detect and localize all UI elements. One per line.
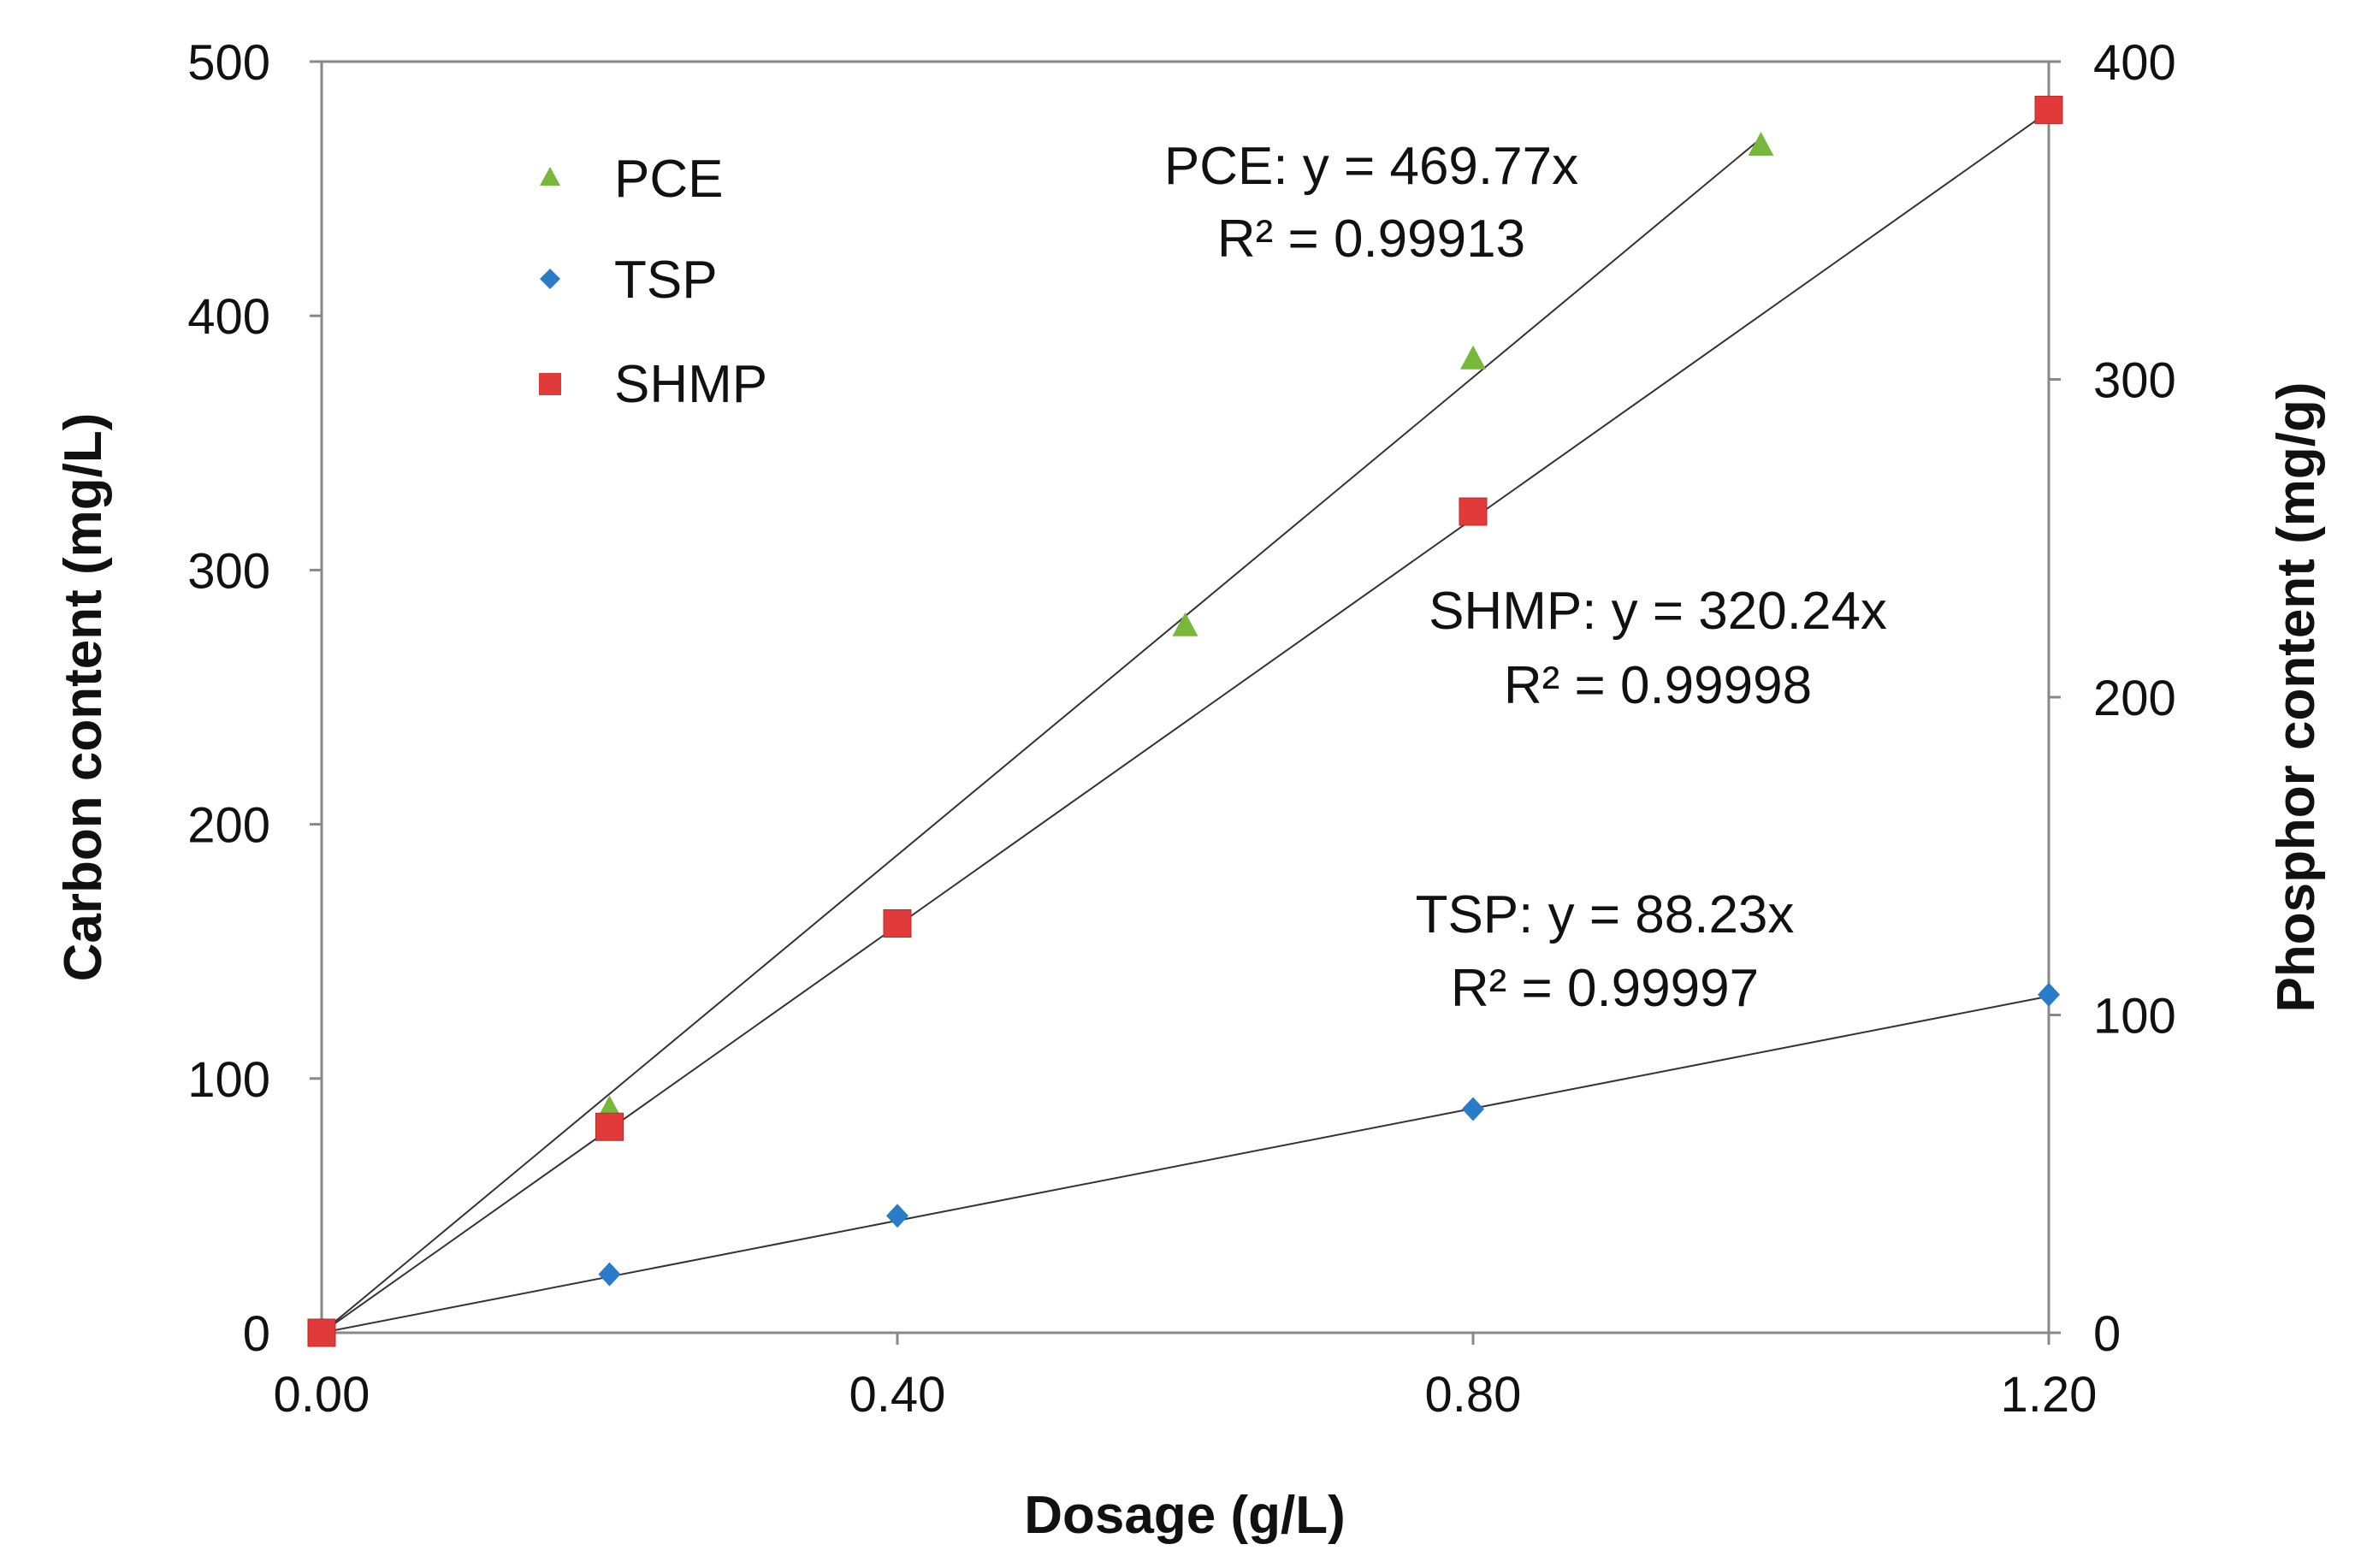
- y-tick-label: 200: [187, 798, 270, 854]
- y-tick-label: 500: [187, 35, 270, 91]
- trendlines: [321, 110, 2050, 1334]
- point-tsp: [598, 1262, 621, 1287]
- y-axis-title: Carbon content (mg/L): [54, 413, 113, 982]
- y2-tick-label: 100: [2093, 989, 2176, 1044]
- annotation-shmp: SHMP: y = 320.24x R² = 0.99998: [1429, 582, 1887, 715]
- legend-marker-pce: [540, 167, 560, 186]
- y2-axis-title: Phosphor content (mg/g): [2267, 382, 2326, 1012]
- y2-tick-label: 400: [2093, 35, 2176, 91]
- legend-label-pce: PCE: [614, 150, 723, 209]
- legend-label-shmp: SHMP: [614, 355, 767, 414]
- x-tick-label: 0.40: [849, 1367, 946, 1423]
- x-tick-label: 0.00: [274, 1367, 370, 1423]
- legend-item-tsp: TSP: [540, 251, 718, 310]
- y-tick-label: 0: [243, 1306, 270, 1362]
- point-pce: [1460, 345, 1486, 370]
- point-shmp: [883, 909, 912, 938]
- point-shmp: [307, 1318, 336, 1347]
- legend-item-pce: PCE: [540, 150, 723, 209]
- y-tick-label: 100: [187, 1052, 270, 1108]
- data-points: [307, 95, 2063, 1347]
- annotation-shmp-r2: R² = 0.99998: [1504, 656, 1812, 715]
- trendline-shmp: [321, 110, 2050, 1334]
- x-axis-ticks: 0.00 0.40 0.80 1.20: [274, 1333, 2098, 1423]
- point-tsp: [886, 1204, 908, 1228]
- annotation-pce-equation: PCE: y = 469.77x: [1164, 137, 1578, 196]
- annotation-shmp-equation: SHMP: y = 320.24x: [1429, 582, 1887, 641]
- point-shmp: [595, 1112, 624, 1141]
- point-pce: [1748, 132, 1774, 157]
- point-pce: [1172, 612, 1198, 636]
- y-tick-label: 400: [187, 289, 270, 345]
- legend-marker-shmp: [539, 373, 561, 395]
- point-tsp: [2038, 982, 2060, 1007]
- annotation-tsp-r2: R² = 0.99997: [1451, 959, 1759, 1018]
- y-tick-label: 300: [187, 543, 270, 599]
- y2-tick-label: 300: [2093, 353, 2176, 409]
- y2-tick-label: 0: [2093, 1306, 2121, 1362]
- point-tsp: [1462, 1097, 1484, 1121]
- x-axis-title: Dosage (g/L): [1024, 1486, 1345, 1545]
- x-tick-label: 0.80: [1425, 1367, 1522, 1423]
- legend: PCE TSP SHMP: [539, 150, 767, 414]
- legend-label-tsp: TSP: [614, 251, 718, 310]
- annotation-tsp: TSP: y = 88.23x R² = 0.99997: [1416, 885, 1795, 1018]
- legend-marker-tsp: [540, 269, 560, 289]
- annotation-pce: PCE: y = 469.77x R² = 0.99913: [1164, 137, 1578, 269]
- legend-item-shmp: SHMP: [539, 355, 767, 414]
- y-axis-ticks: 0 100 200 300 400 500: [187, 35, 322, 1362]
- trendline-tsp: [321, 995, 2050, 1334]
- annotation-pce-r2: R² = 0.99913: [1217, 210, 1525, 269]
- trendline-pce: [321, 138, 1762, 1334]
- x-tick-label: 1.20: [2001, 1367, 2098, 1423]
- point-shmp: [2034, 95, 2063, 124]
- annotation-tsp-equation: TSP: y = 88.23x: [1416, 885, 1795, 944]
- y2-tick-label: 200: [2093, 671, 2176, 726]
- y2-axis-ticks: 0 100 200 300 400: [2049, 35, 2176, 1362]
- point-shmp: [1459, 497, 1488, 526]
